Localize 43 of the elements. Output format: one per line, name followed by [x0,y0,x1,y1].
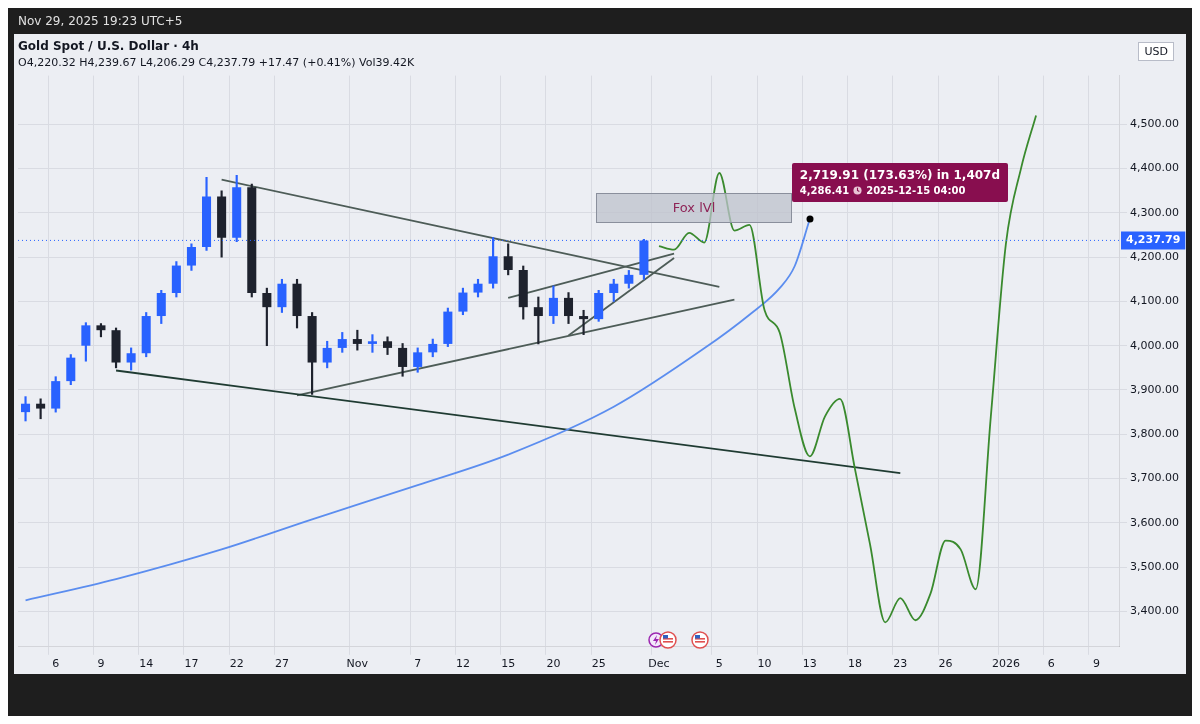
x-tick-label: 13 [802,657,817,671]
chart-subtitle: O4,220.32 H4,239.67 L4,206.29 C4,237.79 +17.47 (+0.41%) Vol39.42K [18,55,416,69]
x-tick-label: 23 [893,657,908,671]
x-tick-label: Nov [346,657,369,671]
x-tick-label: 12 [455,657,470,671]
x-tick-label: 15 [501,657,516,671]
x-tick-label: 6 [52,657,60,671]
x-tick-label: Dec [648,657,670,671]
x-tick-label: 7 [414,657,422,671]
chart-title: Gold Spot / U.S. Dollar · 4h [18,39,199,54]
y-tick-label: 3,500.00 [1130,559,1179,573]
y-tick-label: 3,900.00 [1130,382,1179,396]
y-tick-label: 4,100.00 [1130,294,1179,308]
x-tick-label: 14 [139,657,154,671]
y-tick-label: 3,600.00 [1130,515,1179,529]
x-tick-label: 25 [591,657,606,671]
x-tick-label: 26 [938,657,953,671]
y-tick-label: 3,400.00 [1130,604,1179,618]
x-tick-label: 17 [184,657,199,671]
text: 4,286.41 2025-12-15 04:00 [799,185,966,197]
x-tick-label: 27 [274,657,289,671]
rectangle: Fox lVl [596,192,793,223]
x-tick-label: 2026 [991,657,1020,671]
ref-line-label: 4,237.79 [1126,233,1181,247]
y-axis-title: USD [1138,42,1174,61]
x-tick-label: 9 [97,657,105,671]
y-tick-label: 4,000.00 [1130,338,1179,352]
x-tick-label: 22 [229,657,244,671]
x-tick-label: 20 [546,657,561,671]
x-tick-label: 9 [1092,657,1100,671]
x-tick-label: 5 [715,657,723,671]
x-tick-label: 10 [757,657,772,671]
y-tick-label: 4,400.00 [1130,161,1179,175]
y-tick-label: 3,700.00 [1130,471,1179,485]
text: Nov 29, 2025 19:23 UTC+5 [18,14,183,28]
y-tick-label: 4,300.00 [1130,205,1179,219]
x-tick-label: 18 [848,657,863,671]
annotation: Fox lVl [672,200,716,216]
x-tick-label: 6 [1047,657,1055,671]
annotation: 2,719.91 (173.63%) in 1,407d [799,167,1001,184]
y-tick-label: 4,200.00 [1130,250,1179,263]
y-tick-label: 4,500.00 [1130,117,1179,131]
y-tick-label: 3,800.00 [1130,427,1179,441]
